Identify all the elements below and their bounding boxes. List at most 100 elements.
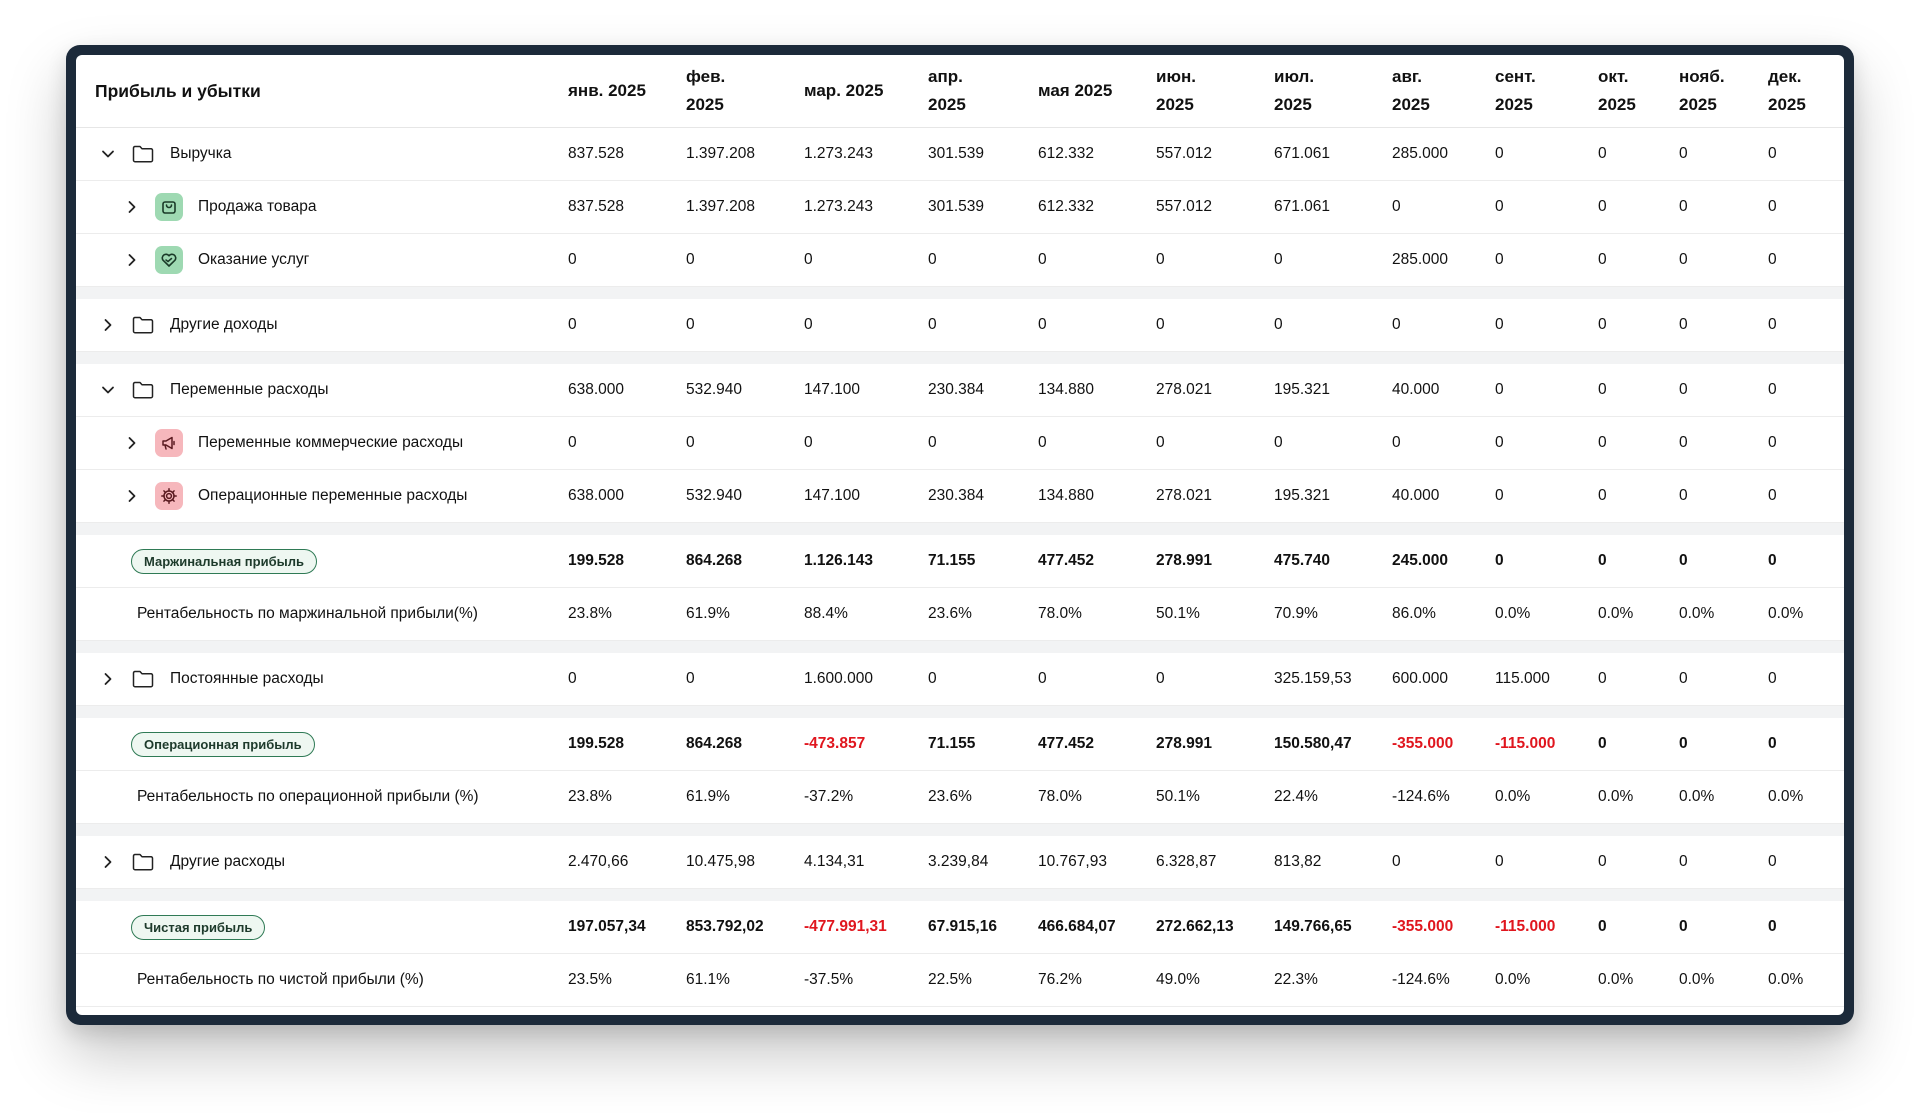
value-cell: 0: [1598, 901, 1679, 954]
value-cell: 23.8%: [568, 770, 686, 824]
row-label-cell: Переменные расходы: [76, 364, 568, 417]
month-header-line2: 2025: [1598, 95, 1636, 114]
value-cell: 0.0%: [1598, 587, 1679, 641]
value-cell: 147.100: [804, 364, 928, 417]
value-cell: 0: [686, 233, 804, 287]
value-cell: 0: [568, 299, 686, 352]
value-cell: 1.273.243: [804, 127, 928, 181]
row-label-text: Другие расходы: [170, 853, 285, 870]
total-row: Чистая прибыль 197.057,34 853.792,02 -477.9…: [76, 901, 1844, 954]
row-label-text: Другие доходы: [170, 316, 278, 333]
value-cell: 0: [1038, 233, 1156, 287]
chevron-right-icon[interactable]: [124, 199, 140, 215]
row-label: Чистая прибыль: [76, 914, 568, 940]
value-cell: 195.321: [1274, 364, 1392, 417]
total-badge: Маржинальная прибыль: [131, 548, 317, 574]
value-cell: 0: [686, 416, 804, 470]
section-spacer: [76, 351, 1844, 364]
value-cell: 0: [1598, 416, 1679, 470]
row-label-cell: Продажа товара: [76, 180, 568, 234]
value-cell: 638.000: [568, 364, 686, 417]
folder-icon: [131, 669, 155, 689]
value-cell: 230.384: [928, 364, 1038, 417]
row-label-cell: Постоянные расходы: [76, 653, 568, 706]
value-cell: 1.397.208: [686, 180, 804, 234]
value-cell: 0: [1679, 180, 1768, 234]
gear-icon: [155, 482, 183, 510]
table-title: Прибыль и убытки: [76, 55, 568, 128]
value-cell: 0: [1156, 416, 1274, 470]
value-cell: 23.5%: [568, 953, 686, 1007]
value-cell: 0: [1038, 299, 1156, 352]
chevron-right-icon[interactable]: [124, 252, 140, 268]
row-label: Рентабельность по маржинальной прибыли(%…: [76, 605, 568, 623]
value-cell: 0.0%: [1495, 770, 1598, 824]
row-label: Маржинальная прибыль: [76, 548, 568, 574]
value-cell: 671.061: [1274, 180, 1392, 234]
value-cell: 134.880: [1038, 469, 1156, 523]
chevron-right-icon[interactable]: [124, 488, 140, 504]
row-label-cell: Другие расходы: [76, 836, 568, 889]
table-row[interactable]: Переменные коммерческие расходы 0 0 0 0 0 0 0 0 0…: [76, 416, 1844, 470]
value-cell: 0.0%: [1598, 953, 1679, 1007]
table-row[interactable]: Другие доходы 0 0 0 0 0 0 0 0 0 0 0 0: [76, 299, 1844, 352]
value-cell: 0: [1768, 535, 1844, 588]
value-cell: 325.159,53: [1274, 653, 1392, 706]
chevron-right-icon[interactable]: [100, 671, 116, 687]
table-row[interactable]: Другие расходы 2.470,66 10.475,98 4.134,31 3…: [76, 836, 1844, 889]
month-header: окт. 2025: [1598, 55, 1679, 128]
row-label-text: Рентабельность по маржинальной прибыли(%…: [137, 605, 478, 622]
row-label-cell: Другие доходы: [76, 299, 568, 352]
chevron-right-icon[interactable]: [100, 317, 116, 333]
value-cell: 0: [1392, 299, 1495, 352]
value-cell: 0: [1495, 836, 1598, 889]
month-header: мая 2025: [1038, 55, 1156, 128]
value-cell: 150.580,47: [1274, 718, 1392, 771]
spacer-cell: [76, 888, 1844, 901]
value-cell: 0: [1495, 233, 1598, 287]
value-cell: 0: [1768, 364, 1844, 417]
value-cell: 0: [804, 416, 928, 470]
value-cell: 301.539: [928, 127, 1038, 181]
folder-icon: [131, 852, 155, 872]
value-cell: 0: [1495, 535, 1598, 588]
row-label: Другие доходы: [76, 315, 568, 335]
value-cell: 23.8%: [568, 587, 686, 641]
row-label-cell: Чистая прибыль: [76, 901, 568, 954]
value-cell: 0: [1598, 836, 1679, 889]
table-row[interactable]: Постоянные расходы 0 0 1.600.000 0 0 0 325.159,…: [76, 653, 1844, 706]
month-header-line1: апр.: [928, 67, 963, 86]
month-header-line2: 2025: [686, 95, 724, 114]
value-cell: 78.0%: [1038, 587, 1156, 641]
table-row[interactable]: Переменные расходы 638.000 532.940 147.100 2…: [76, 364, 1844, 417]
month-header: авг. 2025: [1392, 55, 1495, 128]
month-header-line2: 2025: [1495, 95, 1533, 114]
value-cell: 61.1%: [686, 953, 804, 1007]
value-cell: 0: [1392, 836, 1495, 889]
row-label-cell: Рентабельность по операционной прибыли (…: [76, 770, 568, 824]
month-header-line2: 2025: [1274, 95, 1312, 114]
chevron-right-icon[interactable]: [124, 435, 140, 451]
value-cell: 0: [1598, 535, 1679, 588]
table-row[interactable]: Оказание услуг 0 0 0 0 0 0 0 285.000 0 0 0 0: [76, 233, 1844, 287]
chevron-down-icon[interactable]: [100, 382, 116, 398]
spacer-cell: [76, 640, 1844, 653]
value-cell: 0: [1679, 299, 1768, 352]
table-row: Рентабельность по чистой прибыли (%) 23.5…: [76, 953, 1844, 1007]
month-header: июл. 2025: [1274, 55, 1392, 128]
value-cell: 0: [928, 299, 1038, 352]
chevron-right-icon[interactable]: [100, 854, 116, 870]
value-cell: 278.021: [1156, 364, 1274, 417]
chevron-down-icon[interactable]: [100, 146, 116, 162]
table-row[interactable]: Выручка 837.528 1.397.208 1.273.243 301.539 6…: [76, 127, 1844, 181]
table-row[interactable]: Продажа товара 837.528 1.397.208 1.273.243 3…: [76, 180, 1844, 234]
value-cell: 638.000: [568, 469, 686, 523]
table-row[interactable]: Операционные переменные расходы 638.000 53…: [76, 469, 1844, 523]
value-cell: -115.000: [1495, 718, 1598, 771]
value-cell: 301.539: [928, 180, 1038, 234]
spacer-cell: [76, 351, 1844, 364]
total-row: Маржинальная прибыль 199.528 864.268 1.126.…: [76, 535, 1844, 588]
row-label-cell: Рентабельность по маржинальной прибыли(%…: [76, 587, 568, 641]
value-cell: 50.1%: [1156, 587, 1274, 641]
value-cell: 0: [1598, 233, 1679, 287]
